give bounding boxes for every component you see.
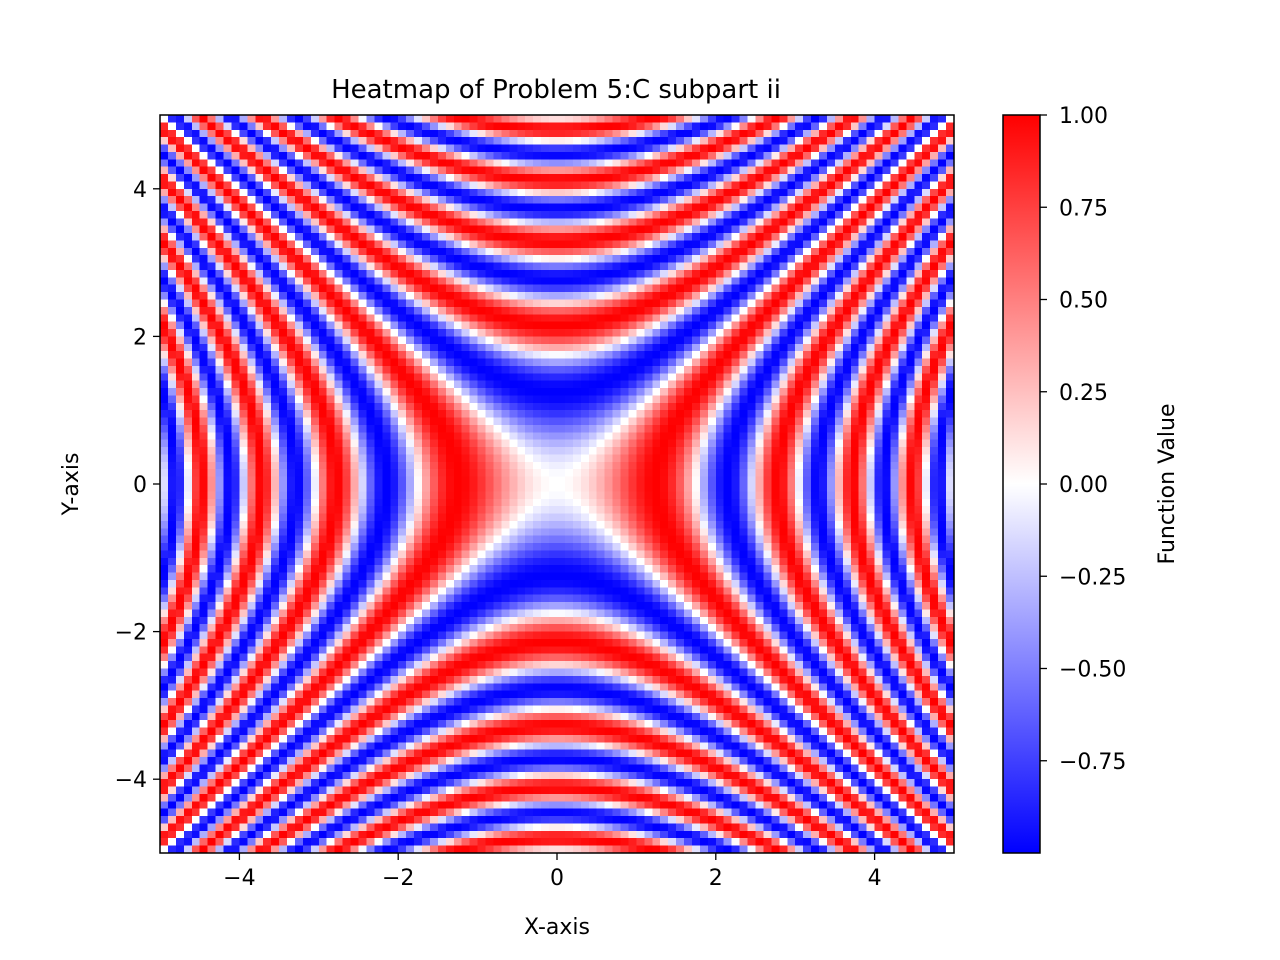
y-axis-label: Y-axis <box>59 453 84 517</box>
colorbar-tick-label: 1.00 <box>1059 104 1108 129</box>
x-tick-label: 2 <box>709 866 723 891</box>
colorbar-tick-label: 0.50 <box>1059 289 1108 314</box>
x-tick-label: 4 <box>868 866 882 891</box>
colorbar-tick-label: −0.75 <box>1059 750 1126 775</box>
y-axis-ticks: −4 −2 0 2 4 <box>115 178 160 793</box>
colorbar: 1.00 0.75 0.50 0.25 0.00 −0.25 −0.50 −0.75 Func… <box>1002 104 1180 854</box>
chart-title: Heatmap of Problem 5:C subpart ii <box>331 75 781 105</box>
colorbar-tick-label: 0.00 <box>1059 473 1108 498</box>
heatmap-image <box>160 115 954 853</box>
colorbar-ticks: 1.00 0.75 0.50 0.25 0.00 −0.25 −0.50 −0.75 <box>1040 104 1126 775</box>
colorbar-tick-label: −0.50 <box>1059 658 1126 683</box>
colorbar-tick-label: 0.25 <box>1059 381 1108 406</box>
x-tick-label: −2 <box>382 866 414 891</box>
heatmap-plot-area <box>159 114 955 854</box>
x-axis-label: X-axis <box>524 915 590 940</box>
colorbar-tick-label: −0.25 <box>1059 565 1126 590</box>
colorbar-label: Function Value <box>1155 404 1180 565</box>
colorbar-tick-label: 0.75 <box>1059 196 1108 221</box>
x-axis-ticks: −4 −2 0 2 4 <box>223 853 882 891</box>
colorbar-gradient <box>1003 115 1040 853</box>
x-tick-label: −4 <box>223 866 255 891</box>
y-tick-label: 2 <box>133 325 147 350</box>
y-tick-label: −4 <box>115 768 147 793</box>
y-tick-label: 4 <box>133 178 147 203</box>
y-tick-label: −2 <box>115 621 147 646</box>
y-tick-label: 0 <box>133 473 147 498</box>
x-tick-label: 0 <box>550 866 564 891</box>
